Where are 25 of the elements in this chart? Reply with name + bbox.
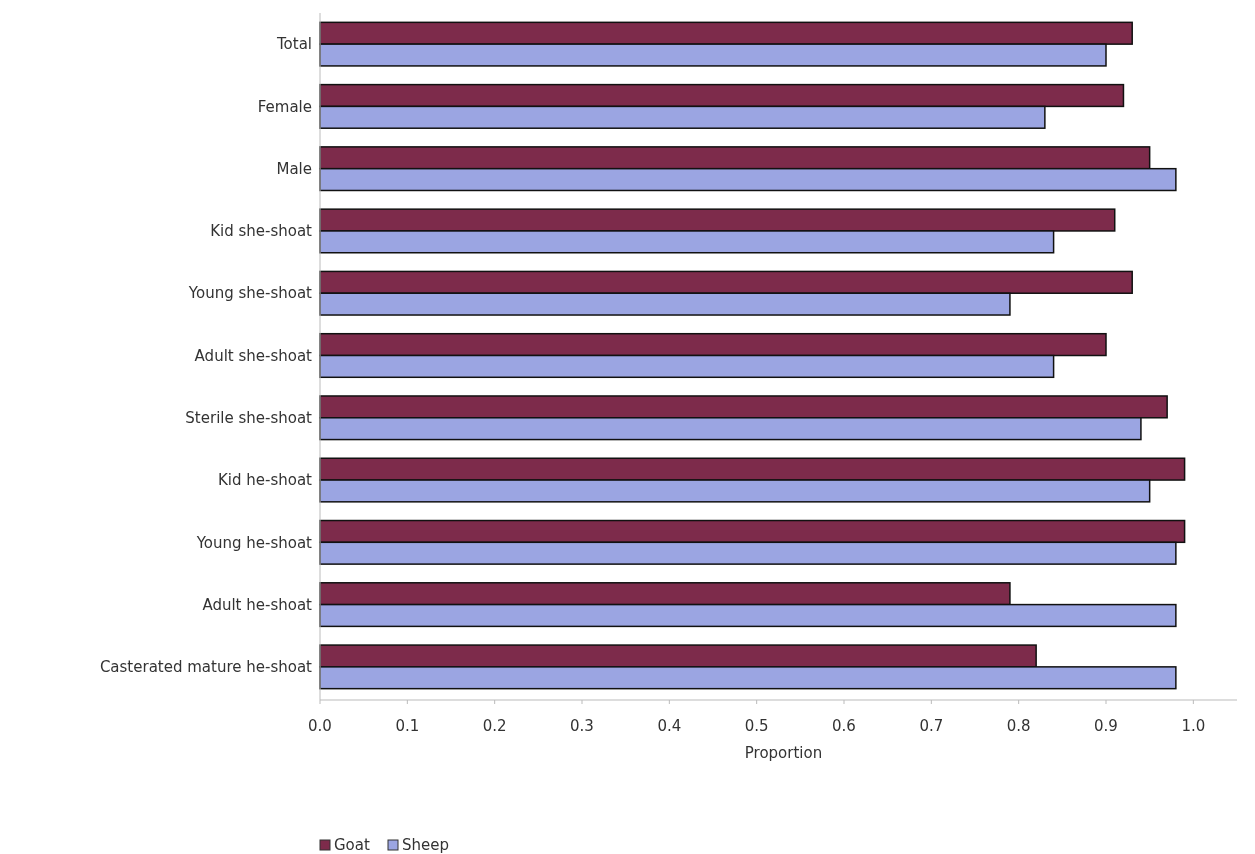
x-tick-label: 1.0 bbox=[1181, 717, 1206, 735]
y-tick-label: Sterile she-shoat bbox=[185, 409, 313, 428]
x-tick-label: 0.0 bbox=[308, 717, 332, 735]
legend-label: Goat bbox=[334, 836, 370, 854]
y-tick-label: Young he-shoat bbox=[195, 533, 313, 552]
x-tick-label: 0.2 bbox=[482, 717, 507, 735]
y-tick-label: Male bbox=[276, 159, 312, 178]
x-tick-label: 0.3 bbox=[570, 717, 594, 735]
y-tick-label: Adult he-shoat bbox=[202, 595, 313, 614]
y-tick-label: Casterated mature he-shoat bbox=[99, 658, 313, 677]
x-tick-label: 0.1 bbox=[395, 717, 420, 735]
y-tick-label: Kid she-shoat bbox=[210, 222, 313, 241]
x-tick-label: 0.6 bbox=[832, 717, 856, 735]
y-tick-label: Female bbox=[257, 97, 312, 116]
x-tick-label: 0.4 bbox=[657, 717, 682, 735]
y-tick-label: Young she-shoat bbox=[187, 284, 313, 303]
y-tick-label: Adult she-shoat bbox=[194, 346, 313, 365]
y-tick-label: Kid he-shoat bbox=[217, 471, 313, 490]
y-tick-label: Total bbox=[275, 35, 312, 54]
legend-label: Sheep bbox=[402, 836, 450, 854]
x-axis-title: Proportion bbox=[744, 744, 823, 762]
x-tick-label: 0.5 bbox=[744, 717, 769, 735]
x-tick-label: 0.8 bbox=[1006, 717, 1031, 735]
x-tick-label: 0.9 bbox=[1094, 717, 1118, 735]
x-tick-label: 0.7 bbox=[919, 717, 944, 735]
